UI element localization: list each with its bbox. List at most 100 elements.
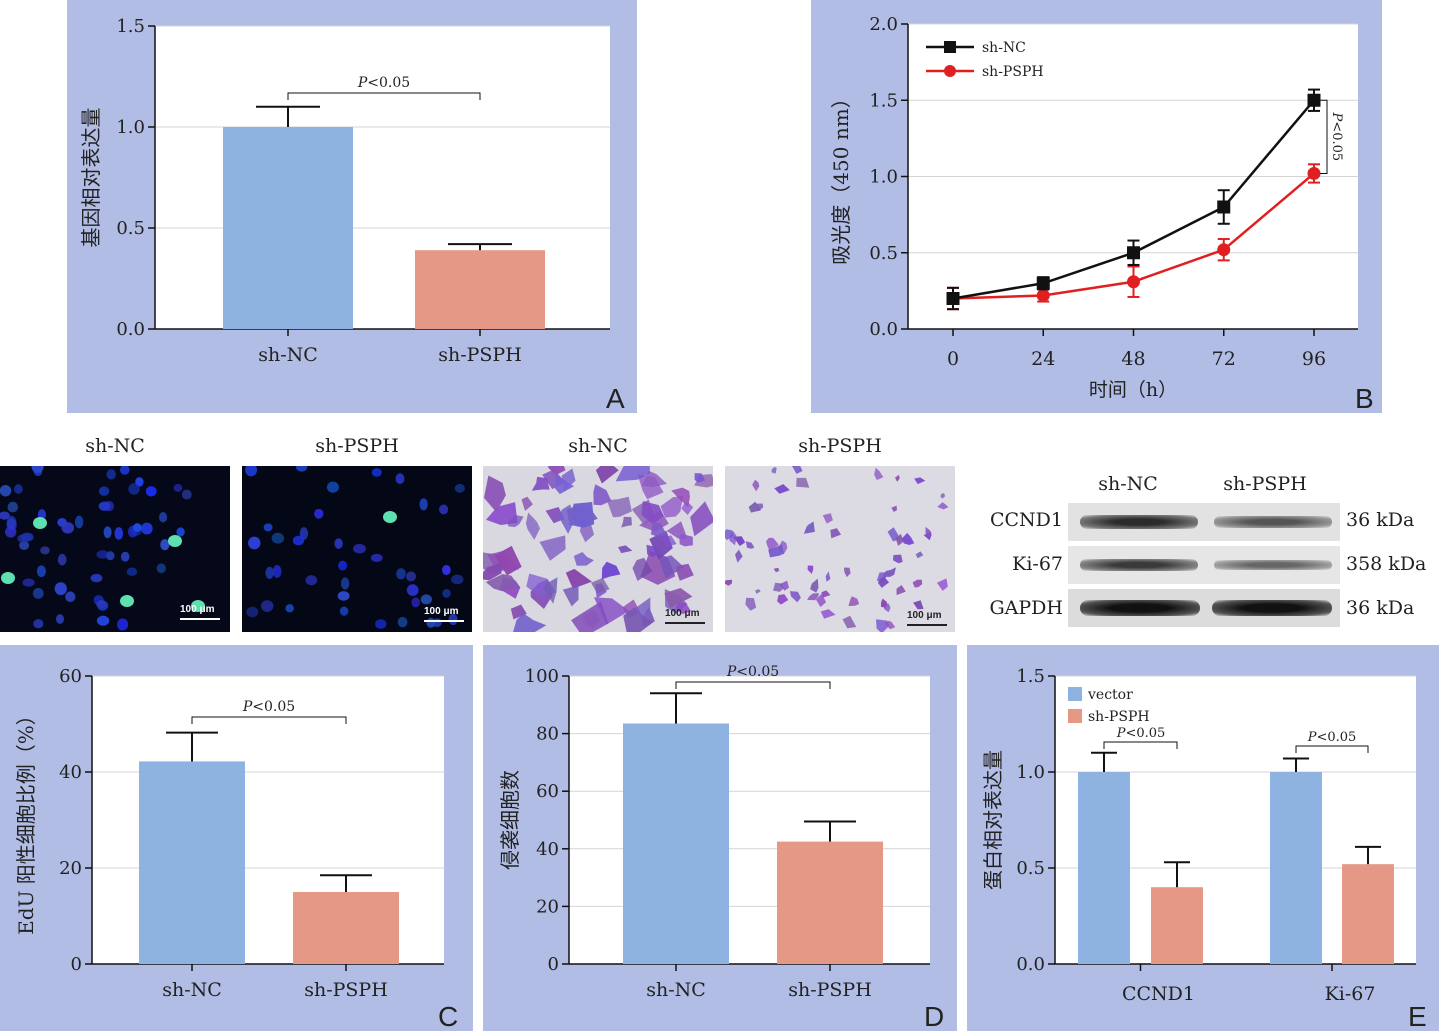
invading-cell — [646, 544, 659, 558]
scale-bar — [907, 624, 947, 626]
invading-cell — [874, 467, 884, 481]
bar-vector-Ki-67 — [1270, 772, 1322, 964]
data-point — [946, 292, 960, 305]
invading-cell — [559, 504, 575, 534]
invading-cell — [568, 502, 595, 528]
band — [1080, 600, 1200, 616]
data-point — [1127, 275, 1140, 289]
invading-cell — [771, 466, 777, 474]
nucleus — [0, 511, 10, 520]
transwell-image-psph: 100 μm — [725, 466, 955, 632]
data-point — [1036, 276, 1050, 290]
invading-cell — [565, 568, 592, 589]
invading-cell — [901, 532, 915, 545]
nucleus — [439, 504, 449, 515]
nucleus — [128, 483, 140, 495]
data-point — [1217, 243, 1231, 257]
invading-cell — [591, 577, 610, 594]
y-tick-label: 2.0 — [869, 14, 898, 35]
nucleus — [90, 573, 103, 583]
invading-cell — [659, 555, 685, 579]
legend-marker — [944, 41, 956, 53]
invading-cell — [789, 591, 801, 603]
nucleus — [340, 577, 350, 590]
wb-column-nc: sh-NC — [1098, 473, 1158, 495]
x-tick-label: CCND1 — [1122, 983, 1195, 1005]
y-tick-label: 0.5 — [1016, 858, 1045, 879]
invading-cell — [842, 615, 857, 629]
p-value-label: P<0.05 — [1116, 726, 1166, 741]
invading-cell — [545, 507, 565, 524]
edu-positive-nucleus — [191, 600, 205, 612]
nucleus — [339, 606, 349, 616]
significance-bracket — [191, 716, 347, 724]
invading-cell — [483, 562, 502, 581]
scale-bar-label: 100 μm — [665, 608, 700, 619]
invading-cell — [820, 609, 836, 619]
panel-letter: C — [438, 1001, 458, 1031]
y-tick-label: 40 — [536, 839, 559, 860]
nucleus — [173, 483, 183, 492]
nucleus — [22, 578, 35, 587]
nucleus — [454, 483, 465, 493]
invading-cell — [807, 565, 814, 574]
significance-bracket — [287, 92, 481, 100]
nucleus — [295, 466, 308, 472]
edu-image-nc: 100 μm — [0, 466, 230, 632]
nucleus — [103, 526, 112, 539]
nucleus — [140, 522, 153, 535]
nucleus — [442, 589, 451, 598]
nucleus — [55, 614, 65, 624]
panel-letter: E — [1408, 1001, 1427, 1031]
invading-cell — [539, 535, 566, 561]
y-tick-label: 0.0 — [116, 319, 145, 340]
invading-cell — [494, 545, 522, 576]
invading-cell — [895, 474, 900, 482]
edu-label-nc: sh-NC — [85, 435, 145, 457]
nucleus — [106, 469, 116, 480]
nucleus — [396, 568, 406, 580]
y-axis-title: 蛋白相对表达量 — [981, 750, 1005, 890]
bar-sh-PSPH — [777, 841, 883, 964]
y-tick-label: 1.0 — [869, 167, 898, 188]
invading-cell — [821, 590, 831, 598]
invading-cell — [634, 597, 651, 618]
nucleus — [334, 538, 343, 549]
nucleus — [96, 550, 109, 559]
y-tick-label: 1.0 — [116, 117, 145, 138]
legend-label: sh-PSPH — [1088, 709, 1150, 725]
nucleus — [0, 484, 12, 497]
wb-protein-ccnd1: CCND1 — [989, 509, 1063, 531]
x-tick-label: sh-PSPH — [304, 979, 388, 1001]
nucleus — [120, 551, 130, 562]
invading-cell — [618, 545, 633, 554]
x-tick-label: Ki-67 — [1325, 983, 1376, 1005]
panel-letter: B — [1355, 383, 1374, 414]
nucleus — [156, 563, 166, 574]
bar-sh-PSPH — [415, 250, 545, 329]
y-tick-label: 80 — [536, 724, 559, 745]
invading-cell — [830, 528, 842, 539]
band — [1214, 516, 1332, 528]
invading-cell — [745, 597, 757, 611]
y-axis-title: 基因相对表达量 — [79, 108, 103, 248]
nucleus — [126, 567, 138, 576]
invading-cell — [664, 588, 693, 608]
x-tick-label: 48 — [1121, 348, 1145, 370]
nucleus — [54, 582, 67, 596]
invading-cell — [940, 493, 946, 499]
invading-cell — [554, 473, 575, 495]
nucleus — [96, 615, 110, 626]
nucleus — [271, 532, 285, 544]
nucleus — [117, 618, 129, 631]
nucleus — [145, 486, 157, 497]
invading-cell — [848, 596, 860, 606]
invading-cell — [768, 544, 784, 558]
nucleus — [272, 564, 282, 578]
panel-letter: A — [606, 383, 625, 414]
legend-swatch — [1068, 709, 1082, 723]
nucleus — [65, 591, 76, 602]
invading-cell — [774, 484, 790, 494]
band — [1214, 560, 1332, 570]
